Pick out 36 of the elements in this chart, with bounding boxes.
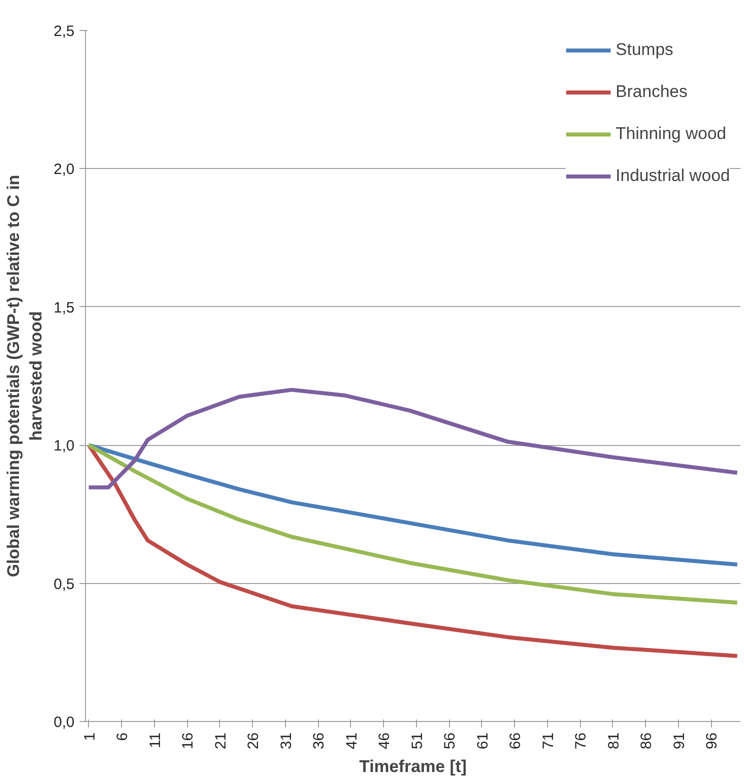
x-tick-label: 66 bbox=[507, 732, 524, 750]
x-tick-label: 11 bbox=[146, 732, 164, 748]
x-tick-label: 6 bbox=[114, 732, 132, 741]
x-tick-label: 91 bbox=[670, 732, 688, 750]
y-tick-label: 1,0 bbox=[54, 438, 75, 455]
x-tick-label: 1 bbox=[81, 732, 98, 741]
x-tick-label: 76 bbox=[572, 732, 590, 750]
y-tick-label: 0,5 bbox=[54, 576, 75, 593]
x-tick-label: 71 bbox=[540, 732, 557, 750]
x-tick-label: 36 bbox=[310, 732, 328, 750]
legend-label: Branches bbox=[616, 82, 688, 102]
legend-label: Thinning wood bbox=[616, 124, 726, 144]
x-tick-label: 16 bbox=[180, 732, 197, 750]
x-tick-label: 86 bbox=[638, 732, 656, 750]
x-tick-label: 81 bbox=[605, 732, 622, 750]
line-series bbox=[86, 443, 740, 605]
line-series bbox=[86, 388, 740, 490]
line-series bbox=[86, 443, 740, 567]
x-tick-label: 61 bbox=[474, 732, 492, 750]
legend-label: Industrial wood bbox=[616, 166, 730, 186]
x-tick-label: 26 bbox=[245, 732, 262, 750]
x-axis-title: Timeframe [t] bbox=[359, 757, 467, 776]
x-tick-label: 41 bbox=[343, 732, 360, 750]
y-tick-label: 0,0 bbox=[54, 714, 75, 731]
x-tick-label: 46 bbox=[376, 732, 394, 750]
y-axis-title: Global warming potentials (GWP-t) relative to C in harvested wood bbox=[4, 174, 46, 578]
x-tick-label: 21 bbox=[212, 732, 230, 750]
x-tick-label: 51 bbox=[408, 732, 426, 750]
x-tick-label: 31 bbox=[278, 732, 295, 750]
y-tick-label: 1,5 bbox=[54, 299, 75, 316]
x-tick-label: 96 bbox=[704, 732, 721, 750]
y-tick-label: 2,5 bbox=[54, 23, 75, 40]
x-tick-label: 56 bbox=[442, 732, 459, 750]
line-series bbox=[86, 443, 740, 658]
y-tick-label: 2,0 bbox=[54, 161, 75, 178]
legend-label: Stumps bbox=[616, 40, 674, 60]
